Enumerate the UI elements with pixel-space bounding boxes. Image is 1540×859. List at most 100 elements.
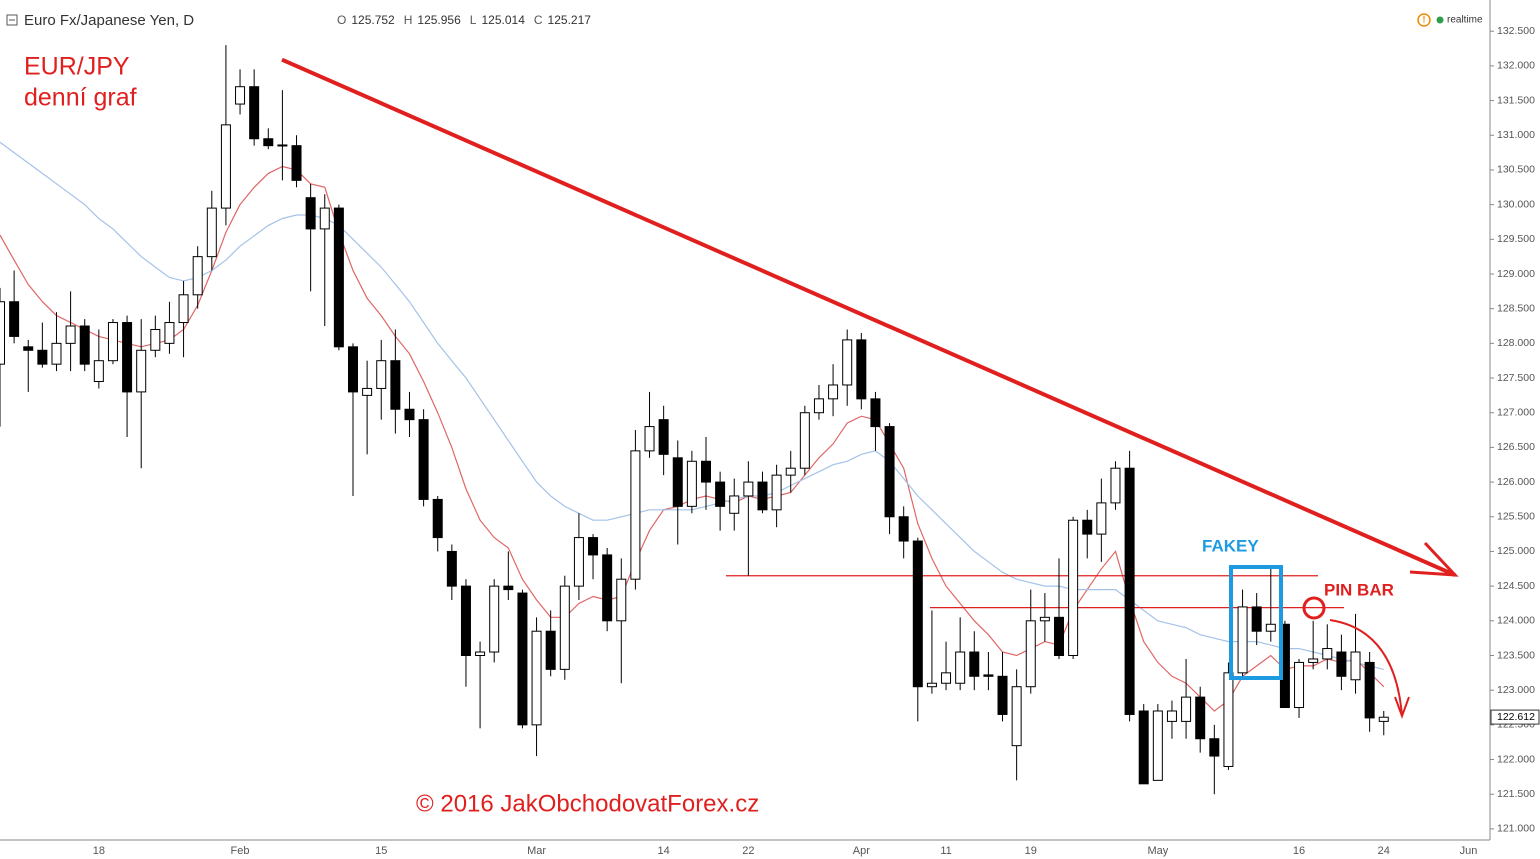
candle-body xyxy=(771,474,782,511)
candle-body xyxy=(178,294,189,324)
candle-body xyxy=(531,630,542,726)
y-tick-label: 129.000 xyxy=(1497,268,1535,280)
y-tick-label: 128.000 xyxy=(1497,337,1535,349)
candle-body xyxy=(955,651,966,684)
y-tick-label: 126.500 xyxy=(1497,441,1535,453)
candle-body xyxy=(1223,672,1234,767)
candle-body xyxy=(220,124,231,209)
last-price-box xyxy=(1490,709,1540,725)
candle-body xyxy=(686,460,697,507)
candle-body xyxy=(23,346,34,351)
y-tick-label: 127.500 xyxy=(1497,372,1535,384)
candle-body xyxy=(489,585,500,653)
ohlc-key: L xyxy=(470,13,477,27)
y-tick-label: 124.500 xyxy=(1497,580,1535,592)
ohlc-value: 125.752 xyxy=(351,13,395,27)
candle-body xyxy=(291,145,302,181)
y-tick-label: 128.500 xyxy=(1497,302,1535,314)
candle-body xyxy=(305,197,316,230)
candle-body xyxy=(672,457,683,507)
candle-body xyxy=(1181,696,1192,722)
candle-body xyxy=(912,540,923,688)
y-tick-label: 121.500 xyxy=(1497,788,1535,800)
candle-body xyxy=(588,537,599,556)
candle-body xyxy=(1251,606,1262,632)
candle-body xyxy=(559,585,570,670)
candle-body xyxy=(0,301,5,365)
candle-body xyxy=(1195,696,1206,740)
pin-bar-marker xyxy=(1302,596,1326,620)
candle-body xyxy=(983,674,994,677)
candle-body xyxy=(1322,648,1333,660)
x-tick-label: Mar xyxy=(527,845,546,857)
candle-body xyxy=(1068,519,1079,656)
candle-body xyxy=(51,342,62,365)
candle-body xyxy=(813,398,824,414)
candle-body xyxy=(235,86,246,105)
candle-body xyxy=(37,349,48,365)
y-tick-label: 121.000 xyxy=(1497,823,1535,835)
candle-body xyxy=(658,419,669,455)
candle-body xyxy=(390,360,401,410)
ohlc-legend: O 125.752 H 125.956 L 125.014 C 125.217 xyxy=(337,13,591,27)
candle-body xyxy=(432,498,443,539)
candle-body xyxy=(1025,620,1036,688)
candle-body xyxy=(206,207,217,258)
candle-body xyxy=(319,207,330,230)
last-price-label: 122.612 xyxy=(1497,711,1535,723)
candle-body xyxy=(362,387,373,396)
candle-body xyxy=(1265,623,1276,632)
candle-body xyxy=(517,592,528,726)
projection-arrow xyxy=(1329,619,1403,717)
trendline-arrowhead xyxy=(1409,542,1459,577)
candle-body xyxy=(122,322,133,393)
candle-body xyxy=(644,426,655,452)
collapse-icon[interactable] xyxy=(6,14,18,26)
candle-body xyxy=(715,481,726,507)
candle-body xyxy=(79,325,90,365)
candle-body xyxy=(65,325,76,344)
candle-body xyxy=(1308,658,1319,663)
x-tick-label: Feb xyxy=(231,845,250,857)
candle-body xyxy=(503,585,514,591)
ohlc-key: O xyxy=(337,13,346,27)
warning-icon-mark: ! xyxy=(1423,14,1426,24)
y-tick-label: 126.000 xyxy=(1497,476,1535,488)
candle-body xyxy=(348,346,358,393)
candle-body xyxy=(602,554,613,622)
x-tick-label: Jun xyxy=(1460,845,1478,857)
candle-body xyxy=(856,339,867,400)
candle-body xyxy=(277,144,288,147)
candle-body xyxy=(616,578,627,622)
y-tick-label: 123.500 xyxy=(1497,649,1535,661)
candle-body xyxy=(884,426,895,518)
candle-body xyxy=(150,328,161,351)
candle-body xyxy=(164,322,175,344)
candle-body xyxy=(799,412,810,469)
ohlc-value: 125.014 xyxy=(481,13,525,27)
candle-body xyxy=(1364,661,1375,719)
ohlc-key: H xyxy=(404,13,413,27)
candle-body xyxy=(941,672,952,684)
ohlc-value: 125.217 xyxy=(548,13,592,27)
candle-body xyxy=(333,207,344,348)
x-tick-label: 24 xyxy=(1378,845,1390,857)
candle-body xyxy=(898,516,909,542)
candle-body xyxy=(743,481,754,497)
candle-body xyxy=(136,349,147,393)
projection-arrowhead xyxy=(1394,696,1410,719)
candle-body xyxy=(93,360,104,383)
candle-body xyxy=(263,138,274,147)
candle-body xyxy=(107,322,118,362)
warning-icon[interactable] xyxy=(1417,13,1431,27)
x-tick-label: 22 xyxy=(742,845,754,857)
trendline xyxy=(281,57,1456,577)
candle-body xyxy=(1039,616,1050,622)
candle-body xyxy=(1378,716,1389,722)
y-tick-label: 132.000 xyxy=(1497,60,1535,72)
y-tick-label: 125.500 xyxy=(1497,511,1535,523)
candle-body xyxy=(192,256,203,296)
x-tick-label: 16 xyxy=(1293,845,1305,857)
candle-body xyxy=(1336,651,1347,677)
